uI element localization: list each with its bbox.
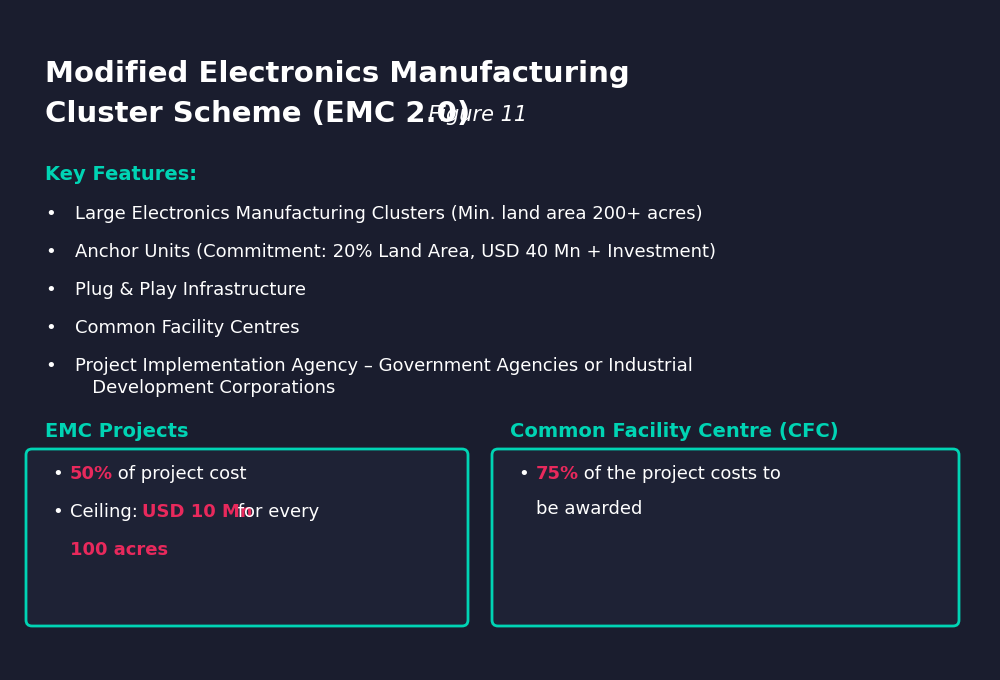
Text: Development Corporations: Development Corporations <box>75 379 335 397</box>
Text: 50%: 50% <box>70 465 113 483</box>
Text: Ceiling:: Ceiling: <box>70 503 144 521</box>
Text: •: • <box>52 503 63 521</box>
Text: EMC Projects: EMC Projects <box>45 422 188 441</box>
Text: Modified Electronics Manufacturing: Modified Electronics Manufacturing <box>45 60 630 88</box>
Text: USD 10 Mn: USD 10 Mn <box>142 503 253 521</box>
Text: •: • <box>45 243 56 261</box>
Text: •: • <box>45 281 56 299</box>
Text: •: • <box>45 319 56 337</box>
Text: Common Facility Centre (CFC): Common Facility Centre (CFC) <box>510 422 839 441</box>
Text: •: • <box>45 357 56 375</box>
Text: •: • <box>518 465 529 483</box>
FancyBboxPatch shape <box>492 449 959 626</box>
Text: of project cost: of project cost <box>112 465 246 483</box>
Text: Project Implementation Agency – Government Agencies or Industrial: Project Implementation Agency – Governme… <box>75 357 693 375</box>
Text: •: • <box>52 465 63 483</box>
Text: Anchor Units (Commitment: 20% Land Area, USD 40 Mn + Investment): Anchor Units (Commitment: 20% Land Area,… <box>75 243 716 261</box>
Text: 75%: 75% <box>536 465 579 483</box>
Text: Key Features:: Key Features: <box>45 165 197 184</box>
Text: •: • <box>45 205 56 223</box>
Text: 100 acres: 100 acres <box>70 541 168 559</box>
Text: Common Facility Centres: Common Facility Centres <box>75 319 300 337</box>
Text: Plug & Play Infrastructure: Plug & Play Infrastructure <box>75 281 306 299</box>
Text: of the project costs to: of the project costs to <box>578 465 781 483</box>
Text: Cluster Scheme (EMC 2.0): Cluster Scheme (EMC 2.0) <box>45 100 470 128</box>
Text: be awarded: be awarded <box>536 500 642 518</box>
Text: for every: for every <box>232 503 319 521</box>
Text: Figure 11: Figure 11 <box>415 105 527 125</box>
FancyBboxPatch shape <box>26 449 468 626</box>
Text: Large Electronics Manufacturing Clusters (Min. land area 200+ acres): Large Electronics Manufacturing Clusters… <box>75 205 703 223</box>
